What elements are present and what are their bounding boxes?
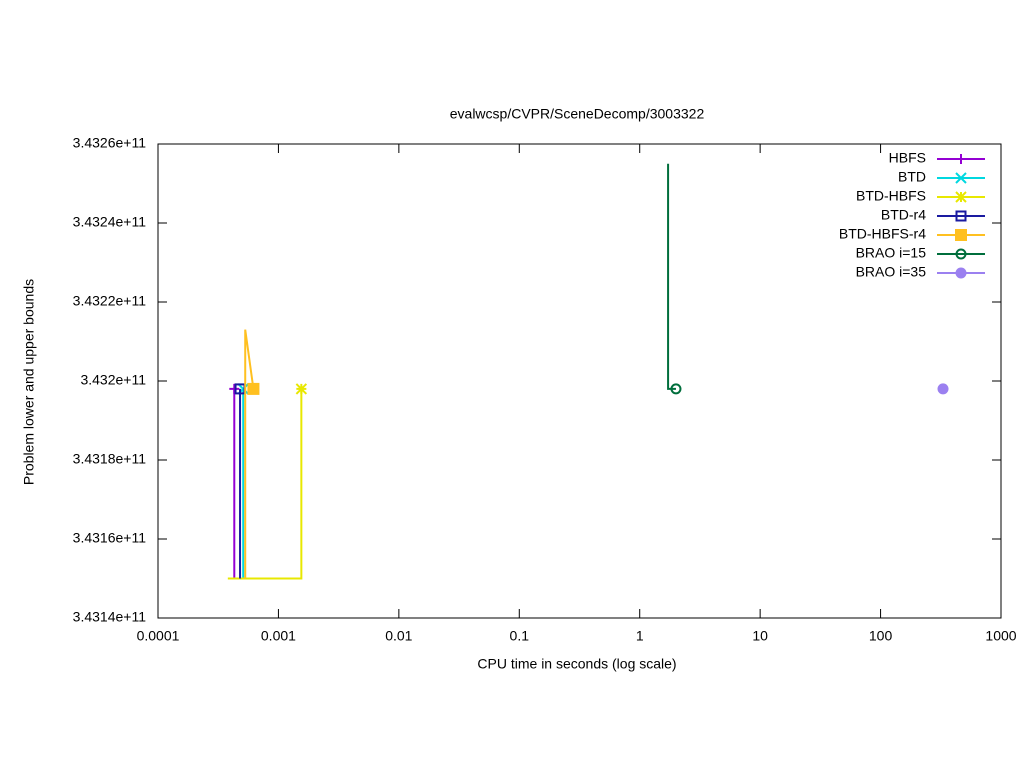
x-tick-label: 100 xyxy=(869,628,893,644)
y-axis-label: Problem lower and upper bounds xyxy=(21,279,37,485)
y-tick-label: 3.4318e+11 xyxy=(73,451,147,467)
x-axis-label: CPU time in seconds (log scale) xyxy=(477,656,676,672)
marker xyxy=(955,210,967,222)
marker xyxy=(955,267,967,279)
y-tick-label: 3.4314e+11 xyxy=(73,609,147,625)
legend-label: BRAO i=15 xyxy=(856,245,927,261)
x-tick-label: 0.01 xyxy=(385,628,412,644)
x-tick-label: 10 xyxy=(752,628,768,644)
y-tick-label: 3.432e+11 xyxy=(80,372,146,388)
chart-title: evalwcsp/CVPR/SceneDecomp/3003322 xyxy=(450,106,705,122)
marker xyxy=(956,154,966,164)
marker xyxy=(295,383,308,395)
legend-label: BTD-HBFS xyxy=(856,188,926,204)
x-tick-label: 1000 xyxy=(985,628,1016,644)
y-tick-label: 3.4322e+11 xyxy=(73,293,147,309)
marker xyxy=(247,382,260,395)
marker xyxy=(955,172,967,184)
legend-label: BTD-HBFS-r4 xyxy=(839,226,926,242)
x-tick-label: 1 xyxy=(636,628,644,644)
x-tick-label: 0.1 xyxy=(510,628,530,644)
marker xyxy=(955,191,967,203)
y-tick-label: 3.4324e+11 xyxy=(73,214,147,230)
y-tick-label: 3.4316e+11 xyxy=(73,530,147,546)
legend-label: BRAO i=35 xyxy=(856,264,927,280)
legend-label: BTD xyxy=(898,169,926,185)
legend-label: HBFS xyxy=(889,150,926,166)
series-line xyxy=(667,163,676,390)
marker xyxy=(937,383,949,395)
marker xyxy=(955,229,967,241)
marker xyxy=(229,383,240,394)
legend-label: BTD-r4 xyxy=(881,207,926,223)
marker xyxy=(955,248,967,260)
x-tick-label: 0.0001 xyxy=(137,628,180,644)
x-tick-label: 0.001 xyxy=(261,628,296,644)
series-line xyxy=(244,329,255,579)
marker xyxy=(670,383,682,395)
y-tick-label: 3.4326e+11 xyxy=(73,135,147,151)
series-line xyxy=(227,388,303,580)
